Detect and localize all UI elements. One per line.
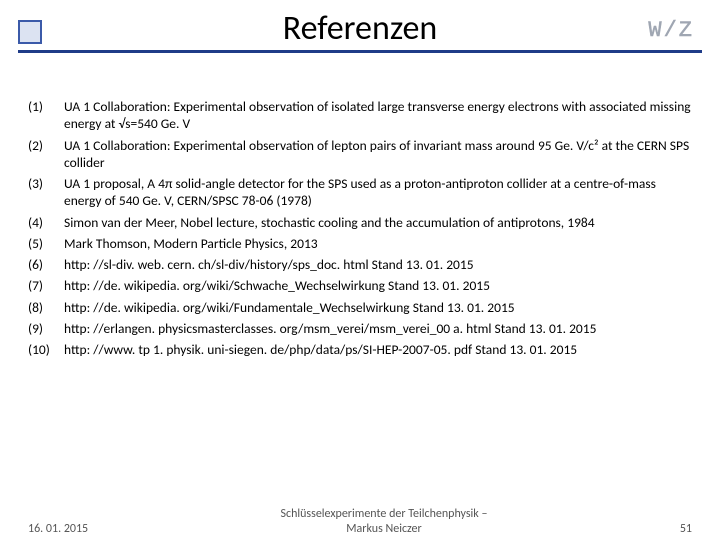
reference-item: (2) UA 1 Collaboration: Experimental obs… [28, 137, 692, 172]
reference-text: Simon van der Meer, Nobel lecture, stoch… [64, 214, 692, 231]
footer-subtitle-line2: Markus Neiczer [346, 522, 421, 536]
reference-item: (1) UA 1 Collaboration: Experimental obs… [28, 98, 692, 133]
reference-item: (6) http: //sl-div. web. cern. ch/sl-div… [28, 256, 692, 273]
header-rule [18, 50, 702, 53]
reference-text: http: //de. wikipedia. org/wiki/Schwache… [64, 277, 692, 294]
reference-number: (3) [28, 175, 64, 210]
reference-number: (5) [28, 235, 64, 252]
footer-subtitle: Schlüsselexperimente der Teilchenphysik … [88, 507, 680, 536]
slide-title: Referenzen [18, 8, 702, 49]
reference-number: (4) [28, 214, 64, 231]
reference-text: UA 1 Collaboration: Experimental observa… [64, 98, 692, 133]
reference-number: (9) [28, 320, 64, 337]
reference-item: (7) http: //de. wikipedia. org/wiki/Schw… [28, 277, 692, 294]
reference-text: http: //sl-div. web. cern. ch/sl-div/his… [64, 256, 692, 273]
reference-number: (6) [28, 256, 64, 273]
reference-item: (9) http: //erlangen. physicsmasterclass… [28, 320, 692, 337]
footer-subtitle-line1: Schlüsselexperimente der Teilchenphysik … [280, 507, 487, 521]
slide: Referenzen W/Z (1) UA 1 Collaboration: E… [0, 8, 720, 540]
wz-watermark: W/Z [648, 18, 694, 43]
reference-text: http: //www. tp 1. physik. uni-siegen. d… [64, 341, 692, 358]
slide-header: Referenzen W/Z [18, 8, 702, 68]
reference-text: http: //de. wikipedia. org/wiki/Fundamen… [64, 299, 692, 316]
reference-text: UA 1 Collaboration: Experimental observa… [64, 137, 692, 172]
reference-item: (10) http: //www. tp 1. physik. uni-sieg… [28, 341, 692, 358]
reference-text: http: //erlangen. physicsmasterclasses. … [64, 320, 692, 337]
reference-text: Mark Thomson, Modern Particle Physics, 2… [64, 235, 692, 252]
reference-number: (1) [28, 98, 64, 133]
references-list: (1) UA 1 Collaboration: Experimental obs… [28, 98, 692, 362]
footer-date: 16. 01. 2015 [28, 522, 88, 536]
reference-item: (5) Mark Thomson, Modern Particle Physic… [28, 235, 692, 252]
reference-text: UA 1 proposal, A 4π solid-angle detector… [64, 175, 692, 210]
reference-item: (8) http: //de. wikipedia. org/wiki/Fund… [28, 299, 692, 316]
reference-number: (10) [28, 341, 64, 358]
footer-page-number: 51 [680, 522, 692, 536]
reference-number: (2) [28, 137, 64, 172]
reference-number: (8) [28, 299, 64, 316]
reference-item: (4) Simon van der Meer, Nobel lecture, s… [28, 214, 692, 231]
reference-item: (3) UA 1 proposal, A 4π solid-angle dete… [28, 175, 692, 210]
slide-footer: 16. 01. 2015 Schlüsselexperimente der Te… [28, 507, 692, 536]
reference-number: (7) [28, 277, 64, 294]
